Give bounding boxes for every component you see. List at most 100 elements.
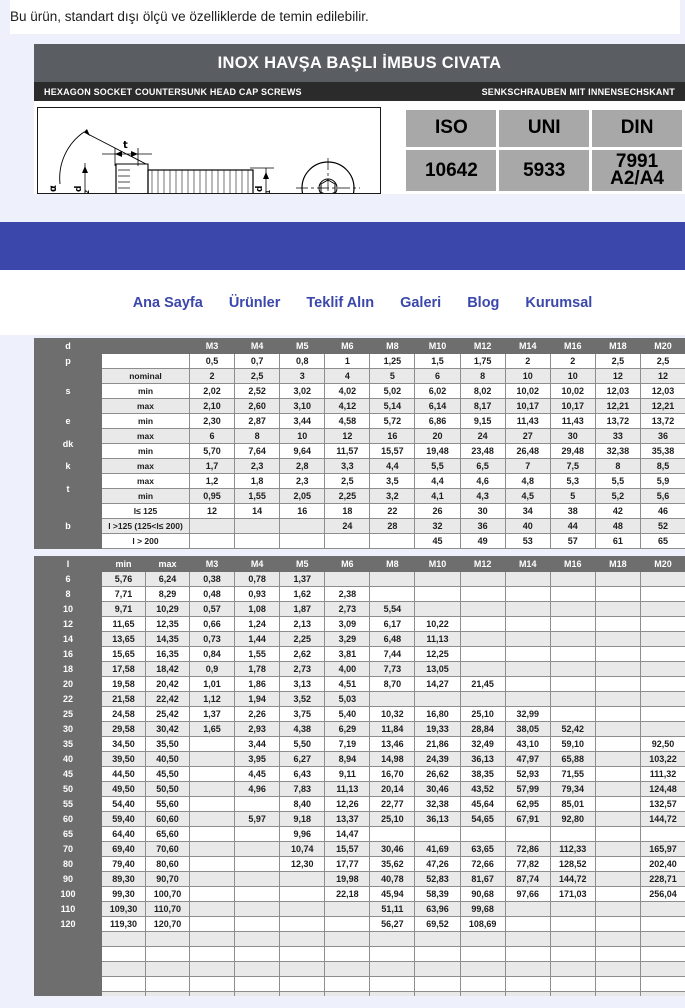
lengths-cell bbox=[504, 916, 551, 932]
dimensions-cell: 2,52 bbox=[234, 383, 281, 399]
lengths-cell: 19,33 bbox=[414, 721, 461, 737]
intro-text: Bu ürün, standart dışı ölçü ve özellikle… bbox=[10, 0, 680, 34]
nav-item-ürünler[interactable]: Ürünler bbox=[228, 294, 281, 311]
dimensions-cell: 19,48 bbox=[414, 443, 461, 459]
lengths-cell bbox=[369, 826, 416, 842]
lengths-cell: 20,14 bbox=[369, 781, 416, 797]
lengths-min-cell: 9,71 bbox=[101, 601, 146, 617]
lengths-header-m10: M10 bbox=[414, 556, 461, 572]
lengths-cell bbox=[639, 961, 685, 977]
lengths-cell bbox=[639, 646, 685, 662]
lengths-cell: 1,12 bbox=[188, 691, 236, 707]
lengths-cell: 4,96 bbox=[234, 781, 281, 797]
lengths-cell bbox=[639, 931, 685, 947]
dimensions-cell: 4,02 bbox=[324, 383, 371, 399]
lengths-cell bbox=[504, 946, 551, 962]
lengths-cell: 41,69 bbox=[414, 841, 461, 857]
dimensions-cell: 11,43 bbox=[549, 413, 596, 429]
lengths-min-cell bbox=[101, 976, 146, 992]
lengths-row-label: 18 bbox=[34, 661, 102, 677]
lengths-cell bbox=[188, 961, 236, 977]
subtitle-english: HEXAGON SOCKET COUNTERSUNK HEAD CAP SCRE… bbox=[44, 86, 302, 97]
dimensions-cell: 5,6 bbox=[639, 488, 685, 504]
dimensions-cell: 16 bbox=[369, 428, 416, 444]
lengths-cell: 165,97 bbox=[639, 841, 685, 857]
dimensions-size-header-m8: M8 bbox=[369, 338, 416, 354]
table-row: 65 64,40 65,60 9,96 14,47 bbox=[34, 826, 685, 842]
lengths-header-min: min bbox=[101, 556, 146, 572]
lengths-max-cell: 12,35 bbox=[145, 616, 190, 632]
standards-header-row: ISO UNI DIN bbox=[406, 110, 682, 147]
dimensions-cell: 7,5 bbox=[549, 458, 596, 474]
dimensions-cell: 2 bbox=[188, 368, 236, 384]
lengths-cell: 5,50 bbox=[279, 736, 326, 752]
lengths-header-m12: M12 bbox=[459, 556, 506, 572]
lengths-cell: 12,30 bbox=[279, 856, 326, 872]
nav-item-kurumsal[interactable]: Kurumsal bbox=[525, 294, 593, 311]
lengths-table: l min max M3 M4 M5 M6 M8 M10 M12 M14 M16 M18 M20 6 5,76… bbox=[34, 556, 685, 1008]
lengths-cell: 3,52 bbox=[279, 691, 326, 707]
lengths-cell bbox=[279, 886, 326, 902]
dimensions-cell: 6,02 bbox=[414, 383, 461, 399]
lengths-cell: 71,55 bbox=[549, 766, 596, 782]
lengths-cell: 52,42 bbox=[549, 721, 596, 737]
dimensions-cell: 33 bbox=[594, 428, 641, 444]
nav-item-galeri[interactable]: Galeri bbox=[400, 294, 442, 311]
site-navigation: Ana Sayfa Ürünler Teklif Alın Galeri Blog Kur… bbox=[0, 270, 685, 335]
lengths-row-label: 6 bbox=[34, 571, 102, 587]
lengths-cell bbox=[459, 601, 506, 617]
lengths-min-cell: 17,58 bbox=[101, 661, 146, 677]
dimensions-corner-label: d bbox=[34, 338, 102, 354]
lengths-max-cell: 30,42 bbox=[145, 721, 190, 737]
lengths-cell bbox=[188, 901, 236, 917]
table-row: 12 11,65 12,35 0,66 1,24 2,13 3,09 6,17 10,22 bbox=[34, 616, 685, 632]
drawing-label-d1-sub: 1 bbox=[265, 190, 272, 194]
lengths-cell: 2,13 bbox=[279, 616, 326, 632]
dimensions-cell: 12 bbox=[324, 428, 371, 444]
lengths-cell bbox=[234, 976, 281, 992]
lengths-cell bbox=[549, 661, 596, 677]
lengths-cell: 171,03 bbox=[549, 886, 596, 902]
lengths-cell: 0,93 bbox=[234, 586, 281, 602]
lengths-cell bbox=[188, 826, 236, 842]
lengths-cell: 11,13 bbox=[324, 781, 371, 797]
dimensions-cell: 4,12 bbox=[324, 398, 371, 414]
lengths-cell bbox=[324, 931, 371, 947]
dimensions-cell: 10 bbox=[279, 428, 326, 444]
lengths-cell: 14,47 bbox=[324, 826, 371, 842]
table-row: 100 99,30 100,70 22,18 45,94 58,39 90,68 97,66 1… bbox=[34, 886, 685, 902]
lengths-header-m18: M18 bbox=[594, 556, 641, 572]
lengths-cell bbox=[414, 571, 461, 587]
lengths-max-cell: 16,35 bbox=[145, 646, 190, 662]
lengths-cell: 15,57 bbox=[324, 841, 371, 857]
lengths-cell bbox=[234, 826, 281, 842]
standards-table: ISO UNI DIN 10642 5933 7991 A2/A4 bbox=[403, 107, 685, 194]
lengths-cell: 52,93 bbox=[504, 766, 551, 782]
lengths-cell: 9,11 bbox=[324, 766, 371, 782]
nav-item-ana-sayfa[interactable]: Ana Sayfa bbox=[132, 294, 203, 311]
dimensions-size-header-m16: M16 bbox=[549, 338, 596, 354]
lengths-cell: 45,64 bbox=[459, 796, 506, 812]
lengths-max-cell: 45,50 bbox=[145, 766, 190, 782]
lengths-cell bbox=[594, 661, 641, 677]
lengths-max-cell: 50,50 bbox=[145, 781, 190, 797]
product-title-banner: INOX HAVŞA BAŞLI İMBUS CIVATA bbox=[34, 44, 685, 82]
nav-item-teklif-alın[interactable]: Teklif Alın bbox=[306, 294, 375, 311]
nav-item-blog[interactable]: Blog bbox=[467, 294, 500, 311]
dimensions-cell: 12,03 bbox=[639, 383, 685, 399]
dimensions-cell: 3,3 bbox=[324, 458, 371, 474]
table-row: 80 79,40 80,60 12,30 17,77 35,62 47,26 72,66 77,… bbox=[34, 856, 685, 872]
lengths-cell bbox=[369, 571, 416, 587]
lengths-cell: 111,32 bbox=[639, 766, 685, 782]
lengths-cell: 2,73 bbox=[324, 601, 371, 617]
lengths-cell: 4,00 bbox=[324, 661, 371, 677]
dimensions-cell: 24 bbox=[459, 428, 506, 444]
lengths-min-cell: 13,65 bbox=[101, 631, 146, 647]
lengths-cell bbox=[279, 931, 326, 947]
dimensions-cell: 5,5 bbox=[594, 473, 641, 489]
lengths-cell: 124,48 bbox=[639, 781, 685, 797]
lengths-cell: 26,62 bbox=[414, 766, 461, 782]
lengths-cell bbox=[188, 976, 236, 992]
dimensions-cell: 15,57 bbox=[369, 443, 416, 459]
